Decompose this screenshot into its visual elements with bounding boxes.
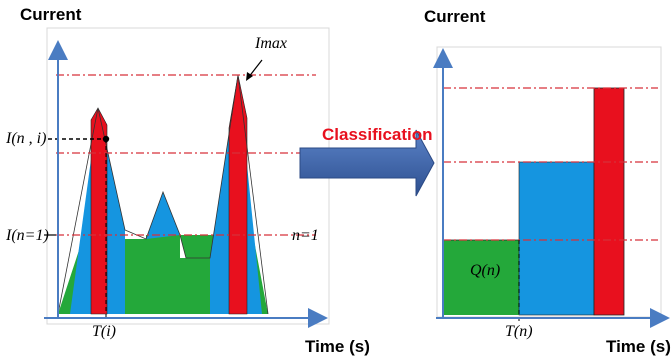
right-panel: Current Time (s) Q(n) T(n) <box>424 7 671 356</box>
left-red-peak-1 <box>90 107 108 315</box>
left-blue-shoulder <box>180 235 210 258</box>
left-y-axis-label: Current <box>20 5 82 24</box>
right-green-block <box>443 240 519 315</box>
left-imax-label: Imax <box>254 35 287 52</box>
classification-label: Classification <box>322 125 433 144</box>
right-x-axis-label: Time (s) <box>606 337 671 356</box>
right-tn-label: T(n) <box>505 323 533 340</box>
classification-arrow-shape <box>299 129 435 197</box>
left-i-n1-label: I(n=1) <box>5 227 49 244</box>
right-red-block <box>593 87 625 316</box>
left-imax-pointer-head <box>246 72 253 81</box>
left-blue-peak-2 <box>146 192 180 239</box>
right-blue-block <box>518 161 595 316</box>
right-y-axis-label: Current <box>424 7 486 26</box>
right-qn-label: Q(n) <box>470 262 500 279</box>
left-ti-label: T(i) <box>92 323 116 340</box>
left-x-axis-label: Time (s) <box>305 337 370 356</box>
classification-arrow: Classification <box>299 125 435 197</box>
left-red-peak-2 <box>228 74 248 315</box>
left-n1-label: n=1 <box>292 227 319 244</box>
left-panel: Current Time (s) Imax I(n , i) I(n=1) n=… <box>5 5 370 356</box>
left-current-outline <box>57 74 269 315</box>
left-i-ni-label: I(n , i) <box>5 130 46 147</box>
